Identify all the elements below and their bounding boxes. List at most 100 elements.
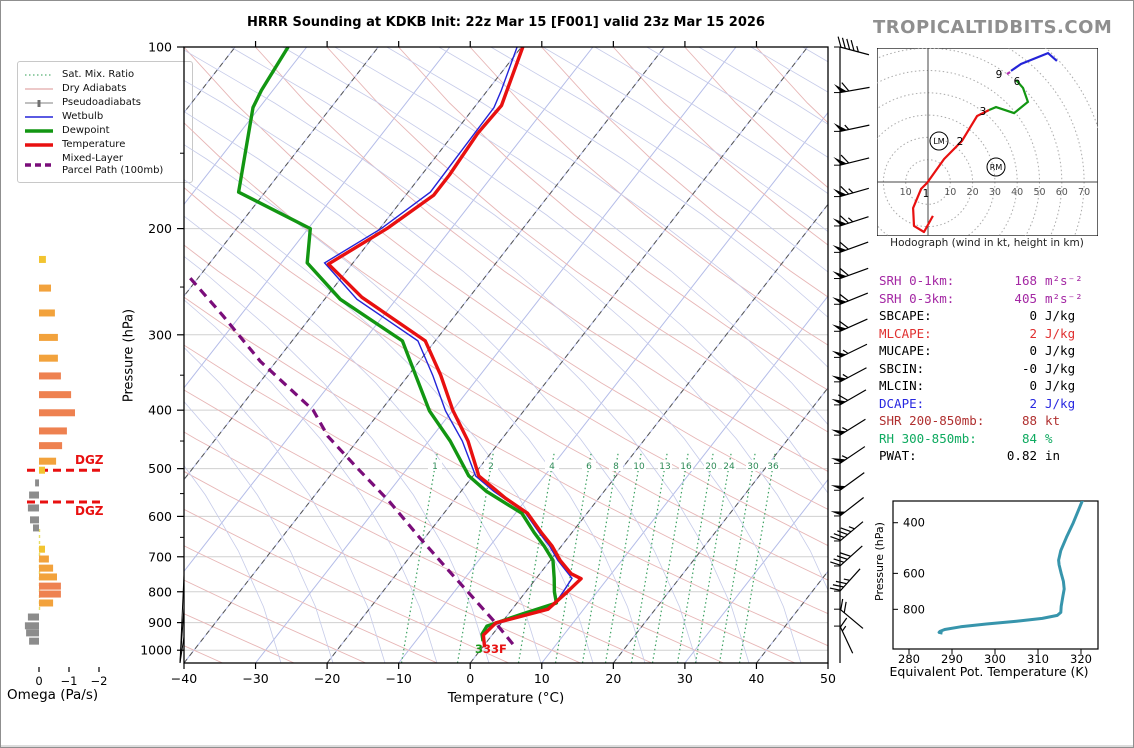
omega-bar — [39, 354, 58, 362]
stat-label: SRH 0-1km: — [879, 273, 955, 288]
hodograph-label: 1 — [923, 188, 930, 200]
thetae-xtick-label: 290 — [941, 652, 963, 666]
stats-panel: SRH 0-1km: 168 m²s⁻² SRH 0-3km: 405 m²s⁻² SBCA… — [879, 273, 1098, 466]
stat-unit: m²s⁻² — [1045, 290, 1083, 306]
wind-barb-icon — [833, 186, 870, 198]
stat-value: 0.82 — [1006, 448, 1037, 463]
hodograph-trace-3-6km — [988, 79, 1030, 115]
omega-bar — [39, 372, 61, 380]
storm-motion-marker — [929, 131, 949, 151]
temp-tick-label: 50 — [820, 671, 836, 686]
mixing-ratio-label: 4 — [549, 462, 555, 472]
stat-row: DCAPE: 2 J/kg — [879, 396, 1098, 414]
hodograph-label: 70 — [1078, 187, 1090, 198]
wind-barb-icon — [833, 122, 870, 132]
omega-bar — [39, 442, 63, 450]
thetae-xtick-label: 310 — [1027, 652, 1049, 666]
stat-unit: % — [1045, 430, 1053, 446]
stat-label: RH 300-850mb: — [879, 430, 977, 446]
omega-axis-label: Omega (Pa/s) — [7, 687, 99, 703]
wind-barb-icon — [839, 617, 854, 654]
stat-label: SBCIN: — [879, 360, 925, 376]
hodograph-label: 30 — [989, 187, 1001, 198]
stat-label: PWAT: — [879, 448, 917, 463]
temp-tick-label: 30 — [677, 671, 693, 686]
omega-bar — [39, 573, 57, 581]
wind-barb-icon — [832, 267, 869, 280]
stat-unit: J/kg — [1045, 325, 1076, 341]
stat-value: 0 — [1029, 343, 1037, 358]
stat-unit: J/kg — [1045, 360, 1076, 376]
stat-value: 0 — [1029, 378, 1037, 393]
stat-row: SRH 0-1km: 168 m²s⁻² — [879, 273, 1098, 291]
wind-barb-icon — [831, 367, 867, 383]
hodograph-label: 40 — [1011, 187, 1023, 198]
pressure-tick-label: 200 — [148, 221, 172, 236]
page-title: HRRR Sounding at KDKB Init: 22z Mar 15 [… — [247, 15, 765, 30]
stat-label: MUCAPE: — [879, 343, 932, 358]
wind-barb-icon — [831, 418, 866, 436]
legend-item: Pseudoadiabats — [24, 97, 186, 109]
omega-bar — [33, 524, 39, 532]
temp-tick-label: 40 — [748, 671, 764, 686]
legend-sample-solid — [25, 88, 53, 90]
hodograph-label: 10 — [900, 187, 912, 198]
wind-barb-column — [829, 36, 870, 663]
legend-item: Dewpoint — [24, 125, 186, 137]
omega-bar — [39, 427, 67, 435]
stat-label: SHR 200-850mb: — [879, 413, 985, 428]
thetae-axis-label: Equivalent Pot. Temperature (K) — [889, 664, 1089, 679]
omega-bar — [39, 582, 61, 590]
hodograph-label: 50 — [1033, 187, 1045, 198]
stat-label: SRH 0-3km: — [879, 290, 955, 306]
hodograph-caption: Hodograph (wind in kt, height in km) — [890, 237, 1084, 249]
profiles — [185, 47, 583, 648]
temp-tick-label: −30 — [242, 671, 268, 686]
omega-bar — [39, 555, 49, 563]
legend-sample-solid — [25, 129, 53, 133]
thetae-xtick-label: 280 — [898, 652, 920, 666]
wind-barb-icon — [832, 241, 869, 253]
stat-row: SBCIN: -0 J/kg — [879, 361, 1098, 379]
bottom-divider — [1, 745, 1133, 747]
stat-row: MLCIN: 0 J/kg — [879, 378, 1098, 396]
stat-row: PWAT: 0.82 in — [879, 448, 1098, 466]
stat-unit: J/kg — [1045, 343, 1076, 358]
hodograph-trace-9km — [1006, 71, 1011, 76]
temp-tick-label: 10 — [534, 671, 550, 686]
temp-tick-label: −40 — [171, 671, 197, 686]
omega-bar — [29, 637, 39, 645]
hodograph-label: 60 — [1056, 187, 1068, 198]
omega-bar — [39, 333, 58, 341]
wind-barb-icon — [839, 598, 864, 629]
wind-barb-icon — [837, 36, 870, 56]
thetae-xtick-label: 320 — [1070, 652, 1092, 666]
dgz-label-upper: DGZ — [75, 453, 104, 467]
omega-bar — [39, 457, 57, 465]
stat-unit: J/kg — [1045, 308, 1076, 323]
omega-bar — [30, 516, 39, 524]
stat-label: MLCIN: — [879, 378, 925, 393]
pressure-tick-label: 100 — [148, 40, 172, 55]
omega-bar — [39, 590, 61, 598]
legend-sample-dotted — [25, 74, 53, 76]
legend-item-label: Dry Adiabats — [62, 83, 127, 95]
hodograph-label: 3 — [980, 106, 987, 118]
temp-tick-label: 20 — [605, 671, 621, 686]
thetae-ylabel: Pressure (hPa) — [873, 522, 886, 601]
stat-label: DCAPE: — [879, 395, 925, 411]
omega-bar — [39, 564, 54, 572]
wind-barb-icon — [830, 497, 865, 517]
omega-bar — [35, 479, 39, 487]
legend: Sat. Mix. Ratio Dry Adiabats Pseudoadiabat… — [17, 61, 193, 183]
hodograph-label: LM — [933, 137, 944, 146]
wind-barb-icon — [833, 154, 870, 166]
legend-item: Sat. Mix. Ratio — [24, 69, 186, 81]
hodograph-label: 10 — [944, 187, 956, 198]
stat-row: MLCAPE: 2 J/kg — [879, 326, 1098, 344]
thetae-ytick-label: 800 — [903, 602, 925, 616]
hodograph-label: 9 — [996, 69, 1003, 81]
omega-bar — [39, 284, 51, 292]
